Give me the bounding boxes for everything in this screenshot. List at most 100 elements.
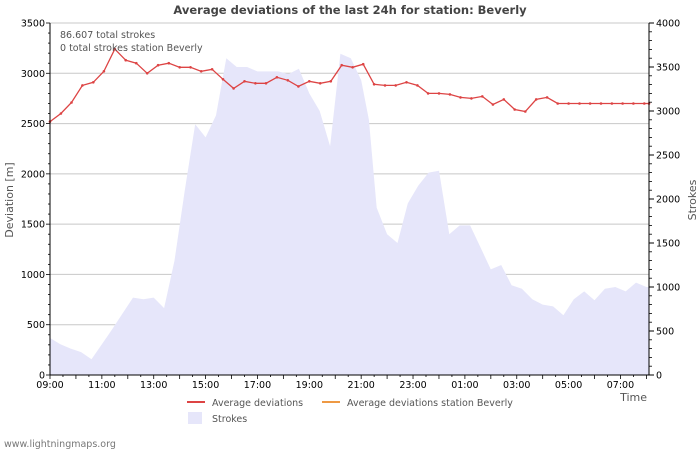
y-left-tick-label: 2500	[21, 119, 45, 130]
legend-item-strokes[interactable]: Strokes	[188, 412, 247, 425]
average-deviation-point	[599, 102, 603, 105]
average-deviation-point	[448, 93, 452, 96]
average-deviation-point	[545, 96, 549, 99]
legend-label-strokes: Strokes	[212, 414, 247, 425]
y-left-tick-label: 2000	[21, 169, 45, 180]
average-deviation-point	[232, 87, 235, 90]
axes: 0 500 1000 1500 2000 2500 3000 3500 0 500 1000 1500…	[21, 19, 680, 392]
plot-area	[48, 22, 651, 376]
x-axis-label: Time	[619, 391, 647, 404]
average-deviation-point	[405, 81, 408, 84]
average-deviation-point	[643, 102, 646, 105]
y-left-label: Deviation [m]	[3, 162, 16, 237]
y-right-tick-label: 0	[656, 371, 662, 382]
y-right-tick-label: 3000	[656, 107, 680, 118]
x-tick-label: 15:00	[192, 380, 219, 391]
average-deviation-point	[318, 82, 322, 85]
x-tick-label: 05:00	[555, 380, 582, 391]
x-tick-label: 11:00	[88, 380, 115, 391]
x-tick-label: 19:00	[296, 380, 323, 391]
average-deviation-point	[92, 81, 95, 84]
average-deviation-point	[394, 84, 398, 87]
average-deviation-point	[145, 72, 149, 75]
chart-title: Average deviations of the last 24h for s…	[173, 3, 527, 17]
x-tick-label: 01:00	[451, 380, 478, 391]
y-left-tick-label: 3500	[21, 19, 45, 30]
y-right-tick-label: 500	[656, 327, 674, 338]
average-deviation-point	[491, 103, 495, 106]
average-deviation-point	[437, 92, 441, 95]
x-tick-label: 21:00	[347, 380, 374, 391]
average-deviation-point	[264, 82, 268, 85]
average-deviation-point	[156, 63, 160, 67]
average-deviation-point	[534, 98, 538, 101]
average-deviation-point	[199, 70, 203, 73]
average-deviation-point	[383, 84, 387, 87]
y-left-tick-label: 3000	[21, 69, 45, 80]
average-deviation-point	[632, 102, 635, 105]
average-deviation-point	[621, 102, 624, 105]
x-tick-label: 03:00	[503, 380, 530, 391]
average-deviation-point	[59, 112, 63, 115]
watermark: www.lightningmaps.org	[4, 439, 116, 450]
legend-item-average-deviations-station[interactable]: Average deviations station Beverly	[322, 398, 513, 409]
average-deviation-point	[243, 80, 246, 83]
x-tick-label: 09:00	[36, 380, 63, 391]
average-deviation-point	[513, 108, 516, 111]
y-right-tick-label: 2000	[656, 195, 680, 206]
legend-label-average-deviations-station: Average deviations station Beverly	[347, 398, 513, 409]
average-deviation-point	[297, 85, 300, 88]
legend-item-average-deviations[interactable]: Average deviations	[187, 398, 303, 409]
x-tick-label: 07:00	[607, 380, 634, 391]
strokes-area	[50, 53, 649, 376]
legend-swatch-strokes	[188, 412, 202, 424]
x-tick-label: 13:00	[140, 380, 167, 391]
average-deviation-point	[113, 47, 117, 51]
info-line-2: 0 total strokes station Beverly	[60, 43, 203, 54]
average-deviation-point	[470, 97, 473, 100]
average-deviation-point	[340, 63, 344, 67]
average-deviation-point	[308, 80, 311, 83]
average-deviation-point	[372, 83, 376, 86]
average-deviation-point	[221, 78, 225, 81]
y-right-tick-label: 3500	[656, 63, 680, 74]
average-deviation-point	[588, 102, 592, 105]
average-deviation-point	[416, 84, 419, 87]
average-deviation-point	[275, 76, 279, 79]
y-right-tick-label: 1500	[656, 239, 680, 250]
average-deviation-point	[426, 92, 430, 95]
x-tick-label: 17:00	[244, 380, 271, 391]
average-deviation-point	[286, 79, 290, 82]
x-tick-label: 23:00	[399, 380, 426, 391]
average-deviation-point	[102, 70, 106, 73]
y-right-tick-label: 1000	[656, 283, 680, 294]
y-right-tick-label: 4000	[656, 19, 680, 30]
average-deviation-point	[167, 61, 171, 65]
average-deviation-point	[254, 82, 257, 85]
average-deviation-point	[135, 61, 138, 65]
average-deviation-point	[361, 62, 365, 66]
average-deviation-point	[578, 102, 581, 105]
average-deviation-point	[556, 102, 559, 105]
average-deviation-point	[329, 80, 333, 83]
average-deviation-point	[481, 95, 484, 98]
y-right-tick-label: 2500	[656, 151, 680, 162]
average-deviation-point	[124, 58, 127, 62]
average-deviations-points	[48, 47, 651, 123]
average-deviation-point	[351, 66, 354, 69]
average-deviation-point	[610, 102, 614, 105]
y-left-tick-label: 1000	[21, 270, 45, 281]
y-right-label: Strokes	[686, 179, 699, 220]
average-deviation-point	[524, 110, 527, 113]
legend-label-average-deviations: Average deviations	[212, 398, 303, 409]
average-deviation-point	[81, 84, 84, 87]
y-left-tick-label: 500	[27, 320, 45, 331]
average-deviation-point	[502, 98, 506, 101]
y-left-tick-label: 0	[39, 371, 45, 382]
average-deviation-point	[189, 66, 192, 69]
average-deviation-point	[178, 66, 181, 69]
average-deviation-point	[459, 96, 462, 99]
average-deviation-point	[567, 102, 570, 105]
legend: Average deviations Average deviations st…	[187, 398, 513, 425]
